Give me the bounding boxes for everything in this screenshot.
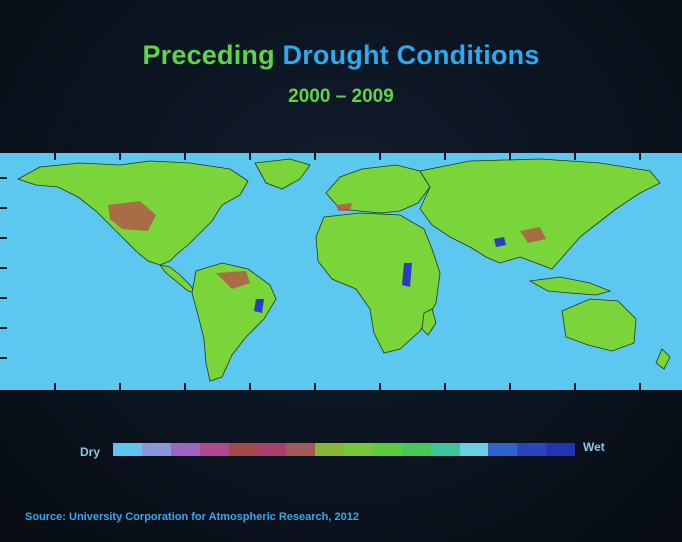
europe-landmass bbox=[325, 164, 431, 214]
title-part-preceding: Preceding bbox=[142, 40, 275, 70]
legend-wet-label: Wet bbox=[583, 440, 605, 454]
legend-swatch bbox=[488, 443, 518, 456]
asia-landmass bbox=[419, 158, 661, 270]
legend-swatch bbox=[344, 443, 373, 456]
wet-region-east-africa bbox=[402, 263, 412, 287]
dry-region-amazon bbox=[216, 271, 250, 289]
australia-landmass bbox=[561, 298, 637, 352]
slide-title: Preceding Drought Conditions bbox=[0, 40, 682, 71]
dry-region-china bbox=[520, 227, 546, 243]
legend-swatch bbox=[199, 443, 229, 456]
legend-swatch bbox=[113, 443, 142, 456]
source-citation: Source: University Corporation for Atmos… bbox=[25, 511, 359, 523]
legend-dry-label: Dry bbox=[80, 445, 101, 459]
wet-region-himalaya bbox=[494, 237, 506, 247]
legend-color-bar bbox=[113, 443, 575, 456]
legend-swatch bbox=[141, 443, 171, 456]
legend-swatch bbox=[286, 443, 316, 456]
legend-swatch bbox=[546, 443, 575, 456]
legend-swatch bbox=[170, 443, 200, 456]
title-part-drought-conditions: Drought Conditions bbox=[282, 40, 540, 70]
legend-swatch bbox=[315, 443, 344, 456]
dry-region-north-america bbox=[108, 201, 156, 231]
world-map-svg bbox=[0, 153, 682, 390]
legend-swatch bbox=[459, 443, 489, 456]
wet-region-brazil bbox=[254, 299, 264, 313]
legend-swatch bbox=[228, 443, 258, 456]
world-drought-map bbox=[0, 153, 682, 390]
south-america-landmass bbox=[191, 262, 277, 382]
legend-swatch bbox=[257, 443, 287, 456]
map-frame-ticks bbox=[0, 153, 641, 390]
slide-subtitle: 2000 – 2009 bbox=[288, 86, 394, 107]
legend-swatch bbox=[430, 443, 460, 456]
legend-swatch bbox=[372, 443, 402, 456]
legend-swatch bbox=[517, 443, 547, 456]
indonesia-islands bbox=[528, 276, 612, 296]
greenland-landmass bbox=[254, 158, 311, 190]
madagascar-landmass bbox=[421, 308, 437, 336]
legend-swatch bbox=[401, 443, 431, 456]
dry-region-mediterranean bbox=[336, 203, 352, 211]
africa-landmass bbox=[315, 212, 441, 354]
new-zealand-landmass bbox=[655, 348, 671, 370]
